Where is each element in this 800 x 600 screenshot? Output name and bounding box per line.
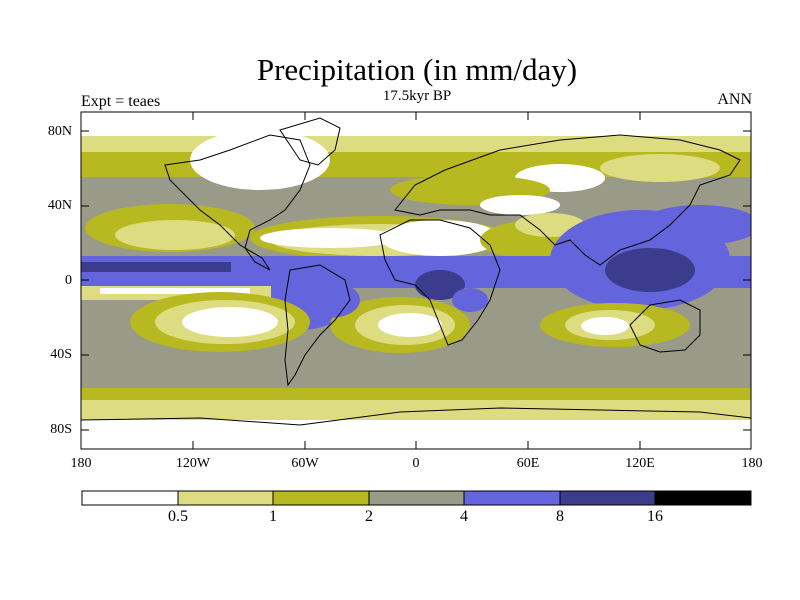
colorbar-swatch-3: [273, 491, 369, 505]
axis-ticks: [81, 112, 751, 449]
map-title: Precipitation (in mm/day): [256, 52, 578, 87]
colorbar: [81, 490, 752, 506]
coastlines: [81, 117, 751, 426]
colorbar-level-6: 16: [647, 508, 663, 525]
lon-label-60w: 60W: [291, 456, 319, 471]
colorbar-swatch-2: [178, 491, 273, 505]
lat-label-80s: 80S: [50, 422, 72, 437]
lon-label-180w: 180: [70, 456, 92, 471]
colorbar-swatch-7: [655, 491, 751, 505]
precipitation-field: [81, 112, 751, 449]
colorbar-level-2: 1: [269, 508, 277, 525]
experiment-label: Expt = teaes: [81, 93, 161, 110]
lon-label-0: 0: [412, 456, 420, 471]
lat-label-80n: 80N: [47, 124, 72, 139]
season-label: ANN: [717, 91, 752, 108]
lon-label-120w: 120W: [175, 456, 211, 471]
lat-label-40s: 40S: [50, 347, 72, 362]
lat-label-40n: 40N: [47, 198, 72, 213]
lat-label-0: 0: [65, 273, 72, 288]
colorbar-swatch-5: [464, 491, 560, 505]
lon-label-180e: 180: [741, 456, 763, 471]
colorbar-level-1: 0.5: [168, 508, 188, 525]
map-subtitle: 17.5kyr BP: [382, 88, 452, 104]
lon-label-60e: 60E: [516, 456, 540, 471]
lon-label-120e: 120E: [625, 456, 655, 471]
colorbar-swatch-6: [560, 491, 655, 505]
colorbar-level-3: 2: [365, 508, 373, 525]
colorbar-swatch-4: [369, 491, 464, 505]
colorbar-swatch-1: [82, 491, 178, 505]
colorbar-level-5: 8: [556, 508, 564, 525]
colorbar-level-4: 4: [460, 508, 468, 525]
